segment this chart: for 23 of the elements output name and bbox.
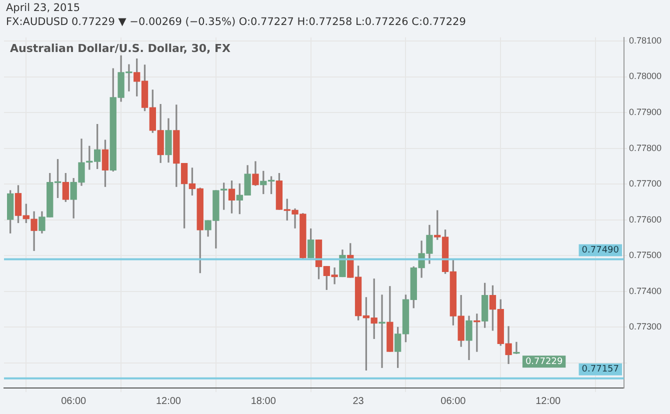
y-tick-label: 0.77500 — [629, 250, 662, 260]
ref-line-label: 0.77490 — [582, 246, 620, 256]
text: April 23, 2015 — [6, 1, 82, 15]
y-tick-label: 0.77400 — [629, 286, 662, 296]
y-tick-label: 0.78000 — [629, 71, 662, 82]
x-tick-label: 23 — [352, 396, 364, 407]
candlestick — [513, 342, 520, 354]
y-tick-label: 0.77900 — [629, 107, 662, 118]
candlestick — [378, 294, 386, 368]
x-tick-label: 12:00 — [156, 396, 182, 407]
x-tick-label: 06:00 — [61, 396, 87, 407]
y-tick-label: 0.77300 — [629, 322, 662, 332]
x-tick-label: 12:00 — [536, 396, 562, 407]
chart-subtitle: FX:AUDUSD 0.77229 ▼ −0.00269 (−0.35%) O:0.77227 H:0.77258 L:0.77226 C:0.77229 — [6, 15, 467, 29]
y-tick-label: 0.77700 — [629, 178, 662, 189]
y-tick-label: 0.78100 — [629, 35, 662, 46]
x-tick-label: 18:00 — [250, 396, 276, 407]
x-tick-label: 06:00 — [440, 396, 466, 407]
y-tick-label: 0.77600 — [629, 214, 662, 224]
ref-line-label: 0.77157 — [582, 364, 619, 375]
chart-title: Australian Dollar/U.S. Dollar, 30, FX — [10, 42, 232, 55]
annotation: 0.77229 — [525, 356, 563, 367]
y-tick-label: 0.77800 — [629, 142, 662, 153]
